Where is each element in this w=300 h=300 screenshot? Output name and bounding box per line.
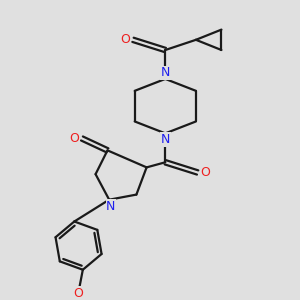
Text: O: O <box>200 166 210 179</box>
Text: O: O <box>73 287 83 300</box>
Text: O: O <box>121 33 130 46</box>
Text: N: N <box>106 200 116 213</box>
Text: O: O <box>70 132 80 145</box>
Text: N: N <box>160 133 170 146</box>
Text: N: N <box>160 66 170 79</box>
